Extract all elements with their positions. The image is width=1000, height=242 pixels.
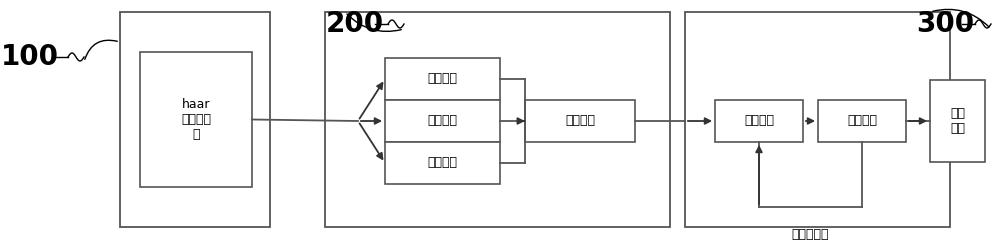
Bar xyxy=(325,12,670,227)
Bar xyxy=(385,100,500,142)
Text: 下身验证: 下身验证 xyxy=(428,157,458,169)
Text: 综合验证: 综合验证 xyxy=(565,114,595,128)
Text: 输出
行人: 输出 行人 xyxy=(950,107,965,135)
Text: 300: 300 xyxy=(916,10,974,38)
Bar xyxy=(525,100,635,142)
Bar xyxy=(385,142,500,184)
Bar xyxy=(140,52,252,187)
Text: 100: 100 xyxy=(1,43,59,71)
Text: 200: 200 xyxy=(326,10,384,38)
Bar xyxy=(385,58,500,100)
Text: 过去的特征: 过去的特征 xyxy=(792,227,829,241)
Bar xyxy=(930,80,985,162)
Bar xyxy=(715,100,803,142)
Bar xyxy=(120,12,270,227)
Text: 特征计算: 特征计算 xyxy=(744,114,774,128)
Text: haar
级联分类
器: haar 级联分类 器 xyxy=(181,98,211,141)
Text: 特征匹配: 特征匹配 xyxy=(847,114,877,128)
Bar xyxy=(685,12,950,227)
Bar xyxy=(818,100,906,142)
Text: 下身验证: 下身验证 xyxy=(428,114,458,128)
Text: 全身验证: 全身验证 xyxy=(428,73,458,85)
